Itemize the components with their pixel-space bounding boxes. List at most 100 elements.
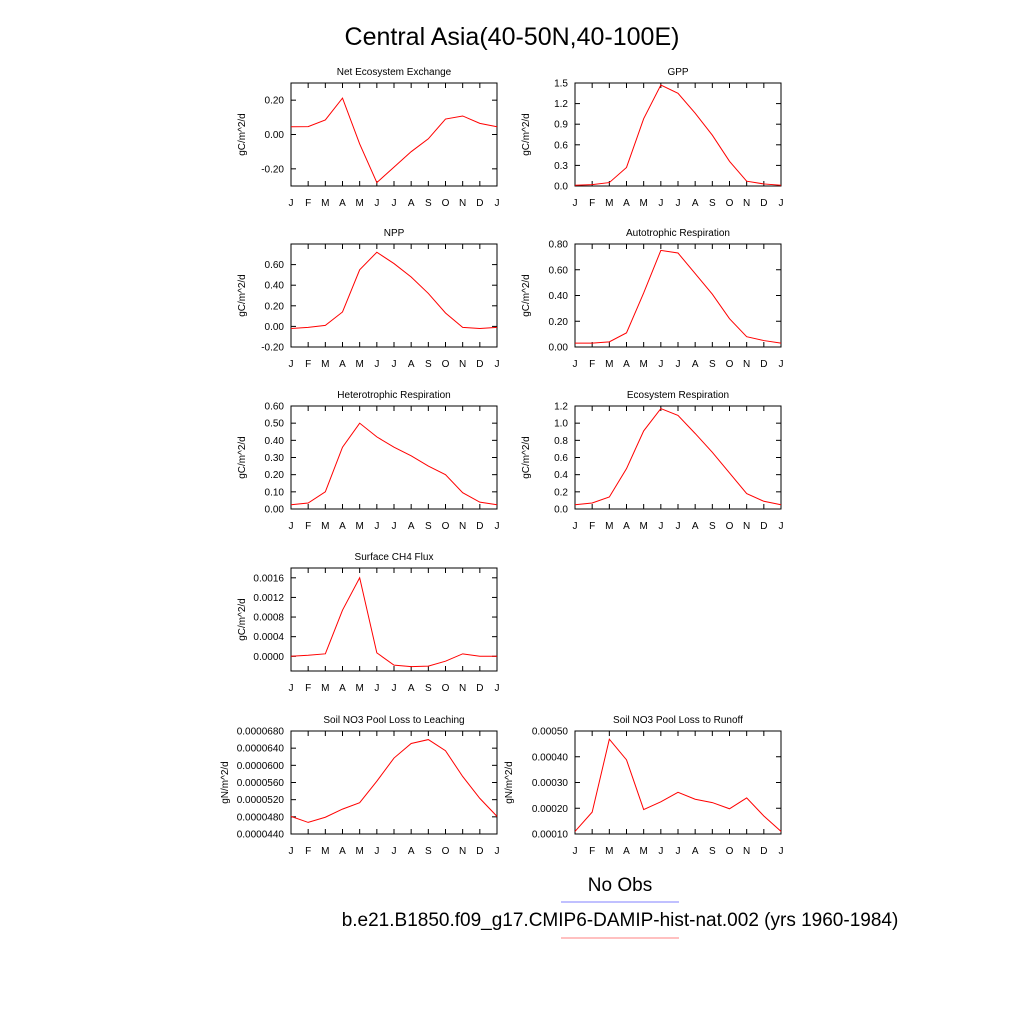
x-tick-label: M	[321, 846, 329, 857]
x-tick-label: M	[639, 359, 647, 370]
x-tick-label: M	[639, 846, 647, 857]
x-tick-label: J	[289, 198, 294, 209]
x-tick-label: S	[425, 521, 432, 532]
y-tick-label: 0.0000440	[237, 830, 285, 841]
y-tick-label: 0.00040	[532, 752, 569, 763]
x-tick-label: J	[289, 683, 294, 694]
x-tick-label: S	[425, 198, 432, 209]
x-tick-label: D	[476, 521, 483, 532]
x-tick-label: A	[692, 846, 699, 857]
x-tick-label: J	[289, 846, 294, 857]
x-tick-label: J	[289, 359, 294, 370]
x-tick-label: J	[392, 683, 397, 694]
y-tick-label: 0.00	[265, 322, 285, 333]
y-axis-label: gN/m^2/d	[220, 761, 231, 804]
legend: No Obs b.e21.B1850.f09_g17.CMIP6-DAMIP-h…	[342, 875, 898, 939]
x-tick-label: M	[321, 198, 329, 209]
y-tick-label: 0.10	[265, 487, 285, 498]
x-tick-label: S	[709, 846, 716, 857]
x-tick-label: F	[589, 359, 595, 370]
x-tick-label: D	[760, 198, 767, 209]
y-axis-label: gC/m^2/d	[237, 598, 248, 641]
y-tick-label: 0.00050	[532, 727, 569, 738]
y-tick-label: 0.0008	[253, 613, 284, 624]
panel-title: Heterotrophic Respiration	[337, 390, 450, 401]
y-tick-label: 0.0004	[253, 632, 284, 643]
x-tick-label: M	[355, 359, 363, 370]
x-tick-label: J	[779, 846, 784, 857]
x-tick-label: M	[321, 521, 329, 532]
series-line	[574, 84, 782, 186]
plot-frame	[574, 730, 782, 835]
legend-label-obs: No Obs	[588, 875, 652, 896]
x-tick-label: J	[392, 521, 397, 532]
x-tick-label: D	[476, 846, 483, 857]
x-tick-label: A	[408, 198, 415, 209]
x-tick-label: D	[760, 846, 767, 857]
y-tick-label: 0.0000600	[237, 761, 285, 772]
x-tick-label: F	[305, 846, 311, 857]
plot-frame	[574, 82, 782, 187]
x-tick-label: A	[339, 359, 346, 370]
y-tick-label: 0.20	[265, 96, 285, 107]
x-tick-label: S	[709, 198, 716, 209]
x-tick-label: F	[589, 198, 595, 209]
y-tick-label: 0.40	[549, 291, 569, 302]
x-tick-label: M	[639, 521, 647, 532]
x-tick-label: O	[442, 359, 450, 370]
x-tick-label: M	[605, 198, 613, 209]
y-axis-label: gN/m^2/d	[504, 761, 515, 804]
x-tick-label: O	[726, 359, 734, 370]
x-tick-label: O	[726, 846, 734, 857]
x-tick-label: J	[495, 683, 500, 694]
x-tick-label: A	[339, 846, 346, 857]
x-tick-label: J	[676, 198, 681, 209]
x-tick-label: N	[459, 359, 466, 370]
panel-title: Autotrophic Respiration	[626, 228, 730, 239]
y-tick-label: 0.0016	[253, 573, 284, 584]
y-tick-label: -0.20	[261, 343, 284, 354]
plot-frame	[290, 567, 498, 672]
x-tick-label: A	[692, 198, 699, 209]
y-tick-label: 0.0012	[253, 593, 284, 604]
y-tick-label: 0.00020	[532, 804, 569, 815]
x-tick-label: A	[339, 198, 346, 209]
x-tick-label: J	[289, 521, 294, 532]
y-tick-label: 0.0000560	[237, 778, 285, 789]
x-tick-label: O	[442, 521, 450, 532]
series-line	[290, 251, 498, 329]
x-tick-label: J	[374, 846, 379, 857]
series-line	[574, 407, 782, 506]
y-tick-label: 0.40	[265, 436, 285, 447]
y-tick-label: 0.20	[549, 317, 569, 328]
x-tick-label: J	[374, 521, 379, 532]
y-tick-label: 0.3	[554, 161, 568, 172]
x-tick-label: M	[605, 521, 613, 532]
y-tick-label: 0.0000480	[237, 812, 285, 823]
x-tick-label: M	[321, 683, 329, 694]
x-tick-label: F	[589, 846, 595, 857]
x-tick-label: M	[605, 359, 613, 370]
y-tick-label: 0.8	[554, 436, 568, 447]
y-tick-label: 0.60	[265, 402, 285, 413]
x-tick-label: N	[459, 521, 466, 532]
x-tick-label: J	[573, 359, 578, 370]
x-tick-label: O	[442, 198, 450, 209]
x-tick-label: J	[676, 846, 681, 857]
plot-frame	[290, 243, 498, 348]
y-tick-label: 0.9	[554, 120, 568, 131]
x-tick-label: A	[623, 521, 630, 532]
x-tick-label: J	[676, 359, 681, 370]
x-tick-label: J	[392, 846, 397, 857]
y-tick-label: 0.0000680	[237, 727, 285, 738]
y-tick-label: 0.50	[265, 419, 285, 430]
y-tick-label: 0.4	[554, 470, 568, 481]
y-tick-label: 0.6	[554, 140, 568, 151]
y-tick-label: 0.20	[265, 470, 285, 481]
